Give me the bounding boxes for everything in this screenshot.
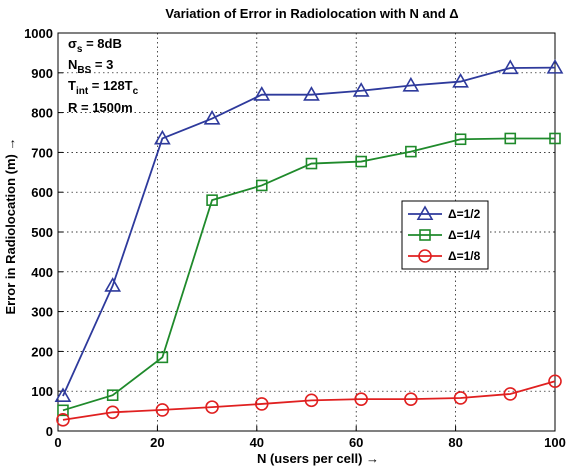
data-point-triangle bbox=[546, 59, 564, 74]
data-point-triangle bbox=[352, 82, 370, 97]
data-point-square bbox=[454, 133, 467, 146]
legend-marker-triangle bbox=[416, 205, 434, 221]
legend-label: Δ=1/8 bbox=[448, 249, 481, 263]
legend-item: Δ=1/2 bbox=[408, 205, 481, 221]
annotation-line: Tint = 128Tc bbox=[68, 78, 139, 97]
series-circle bbox=[56, 374, 562, 427]
y-axis-label: Error in Radiolocation (m) → bbox=[3, 138, 18, 315]
data-point-circle bbox=[56, 413, 70, 427]
chart-title: Variation of Error in Radiolocation with… bbox=[165, 6, 458, 21]
legend-marker-square bbox=[419, 229, 431, 241]
legend-marker-circle bbox=[418, 249, 432, 263]
series-triangle bbox=[54, 59, 564, 403]
data-point-square bbox=[405, 145, 417, 158]
x-axis-label: N (users per cell) → bbox=[257, 451, 379, 466]
data-point-square bbox=[255, 179, 268, 192]
y-tick-label: 800 bbox=[31, 106, 53, 121]
y-tick-label: 600 bbox=[31, 185, 53, 200]
data-point-circle bbox=[404, 392, 418, 406]
data-point-triangle bbox=[253, 86, 271, 101]
data-point-triangle bbox=[303, 86, 320, 101]
x-tick-label: 0 bbox=[54, 435, 61, 450]
y-tick-label: 900 bbox=[31, 66, 53, 81]
y-tick-label: 700 bbox=[31, 145, 53, 160]
legend-label: Δ=1/2 bbox=[448, 207, 481, 221]
data-point-triangle bbox=[402, 76, 420, 92]
data-point-circle bbox=[105, 405, 120, 420]
y-tick-label: 500 bbox=[31, 225, 53, 240]
y-tick-label: 300 bbox=[31, 305, 53, 320]
data-point-triangle bbox=[54, 387, 72, 403]
data-point-square bbox=[355, 155, 367, 168]
data-point-circle bbox=[354, 392, 368, 406]
data-point-square bbox=[305, 157, 318, 170]
y-tick-label: 400 bbox=[31, 265, 53, 280]
axis-ticks: 0 20 40 60 80 1000100200300400500600700800900… bbox=[24, 26, 566, 450]
data-point-circle bbox=[254, 397, 269, 411]
x-tick-label: 60 bbox=[349, 435, 363, 450]
series-line bbox=[62, 137, 555, 412]
legend-item: Δ=1/8 bbox=[408, 249, 481, 263]
data-point-circle bbox=[503, 387, 518, 401]
y-tick-label: 0 bbox=[46, 424, 53, 439]
data-point-triangle bbox=[203, 109, 221, 125]
x-tick-label: 40 bbox=[250, 435, 264, 450]
annotation-line: NBS = 3 bbox=[68, 57, 113, 76]
data-point-triangle bbox=[501, 59, 519, 75]
data-point-square bbox=[57, 404, 69, 417]
series-line bbox=[62, 66, 556, 397]
legend-label: Δ=1/4 bbox=[448, 228, 481, 242]
data-point-square bbox=[106, 389, 119, 401]
data-point-square bbox=[206, 194, 218, 206]
legend: Δ=1/2 Δ=1/4 Δ=1/8 bbox=[401, 200, 489, 270]
annotations: σs = 8dB NBS = 3 Tint = 128Tc R = 1500m bbox=[68, 36, 139, 115]
annotation-line: σs = 8dB bbox=[68, 36, 122, 55]
x-tick-label: 20 bbox=[150, 435, 164, 450]
annotation-line: R = 1500m bbox=[68, 100, 133, 115]
series bbox=[54, 59, 564, 427]
data-point-circle bbox=[304, 393, 319, 408]
data-point-triangle bbox=[452, 72, 469, 88]
data-point-circle bbox=[453, 391, 468, 405]
data-point-square bbox=[156, 351, 169, 364]
series-square bbox=[57, 132, 561, 417]
data-point-circle bbox=[155, 403, 170, 417]
data-point-square bbox=[549, 132, 561, 145]
data-point-square bbox=[504, 132, 517, 145]
y-tick-label: 100 bbox=[31, 384, 53, 399]
y-tick-label: 1000 bbox=[24, 26, 53, 41]
data-point-triangle bbox=[153, 129, 171, 145]
series-line bbox=[62, 380, 556, 421]
legend-item: Δ=1/4 bbox=[408, 228, 481, 242]
data-point-circle bbox=[205, 400, 219, 414]
data-point-triangle bbox=[104, 277, 122, 292]
y-tick-label: 200 bbox=[31, 344, 53, 359]
x-tick-label: 80 bbox=[448, 435, 462, 450]
x-tick-label: 100 bbox=[544, 435, 566, 450]
data-point-circle bbox=[548, 374, 562, 389]
